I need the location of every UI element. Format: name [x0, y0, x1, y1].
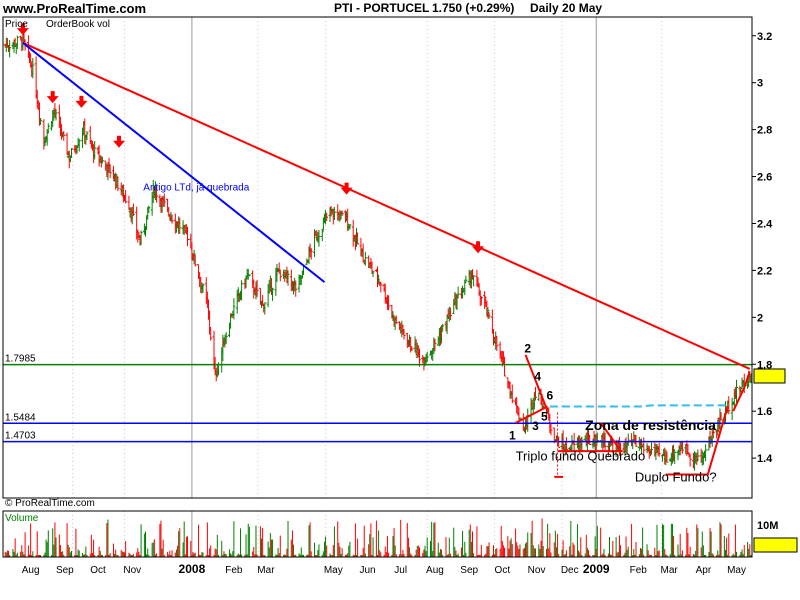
pattern-line [515, 405, 549, 424]
pattern-line [524, 354, 549, 412]
x-tick-label: Aug [22, 565, 40, 576]
level-label: 1.4703 [5, 431, 36, 442]
volume-panel-label: Volume [5, 513, 39, 524]
pattern-point-label: 3 [532, 419, 539, 433]
volume-tick-label: 10M [757, 520, 778, 532]
x-tick-label: Dec [561, 565, 579, 576]
volume-badge-box [753, 537, 798, 553]
orderbook-label: OrderBook vol [46, 19, 110, 30]
x-tick-label: Jun [359, 565, 375, 576]
y-tick-label: 1.8 [757, 359, 772, 371]
down-arrow [112, 135, 125, 148]
x-tick-label: Oct [495, 565, 511, 576]
y-tick-label: 2.2 [757, 265, 772, 277]
down-arrow [16, 23, 29, 36]
pattern-point-label: 5 [541, 410, 548, 424]
x-tick-label: Jul [394, 565, 407, 576]
trendline [22, 41, 751, 370]
x-tick-label: Mar [661, 565, 679, 576]
pattern-point-label: 2 [524, 342, 531, 356]
x-tick-label: Mar [257, 565, 275, 576]
y-tick-label: 1.6 [757, 406, 772, 418]
x-tick-label: Sep [460, 565, 478, 576]
pattern-point-label: 6 [547, 388, 554, 402]
y-tick-label: 2 [757, 312, 763, 324]
y-tick-label: 1.4 [757, 453, 773, 465]
volume-panel-frame [2, 510, 753, 558]
y-tick-label: 2.4 [757, 218, 773, 230]
price-panel-label: Price [5, 19, 28, 30]
double-bottom-line [665, 406, 729, 476]
x-tick-label: Apr [696, 565, 712, 576]
x-tick-label: 2008 [179, 562, 206, 576]
x-tick-label: Nov [528, 565, 546, 576]
down-arrow [472, 241, 485, 254]
price-panel-frame [2, 16, 753, 499]
breakout-line [732, 370, 751, 412]
x-tick-label: May [727, 565, 746, 576]
annotation: Zona de resistência [585, 417, 716, 433]
x-tick-label: May [324, 565, 343, 576]
pattern-point-label: 1 [509, 428, 516, 442]
site-title[interactable]: www.ProRealTime.com [3, 1, 147, 16]
y-tick-label: 2.8 [757, 125, 772, 137]
x-tick-label: Feb [630, 565, 648, 576]
x-tick-label: Oct [90, 565, 106, 576]
down-arrow [340, 182, 353, 195]
y-tick-label: 3.2 [757, 31, 772, 43]
annotation: Antigo LTd, já quebrada [143, 183, 249, 194]
x-tick-label: 2009 [583, 562, 610, 576]
annotation: Duplo Fundo? [635, 470, 717, 485]
x-tick-label: Aug [426, 565, 444, 576]
copyright: © ProRealTime.com [5, 498, 95, 509]
x-tick-label: Nov [123, 565, 141, 576]
period-label: Daily 20 May [530, 1, 603, 15]
instrument-name: PTI - PORTUCEL [334, 1, 430, 15]
annotation: Triplo fundo Quebrado [516, 448, 646, 463]
pattern-line [599, 422, 621, 450]
level-label: 1.5484 [5, 412, 36, 423]
x-tick-label: Feb [225, 565, 243, 576]
down-arrow [46, 91, 59, 104]
price-change: 1.750 (+0.29%) [432, 1, 515, 15]
y-tick-label: 2.6 [757, 172, 772, 184]
price-badge-box [753, 368, 786, 384]
trendline [22, 42, 326, 283]
pattern-point-label: 4 [534, 370, 541, 384]
neckline-dashed [549, 404, 726, 408]
y-tick-label: 3 [757, 78, 763, 90]
level-label: 1.7985 [5, 354, 36, 365]
x-tick-label: Sep [56, 565, 74, 576]
down-arrow [75, 95, 88, 108]
